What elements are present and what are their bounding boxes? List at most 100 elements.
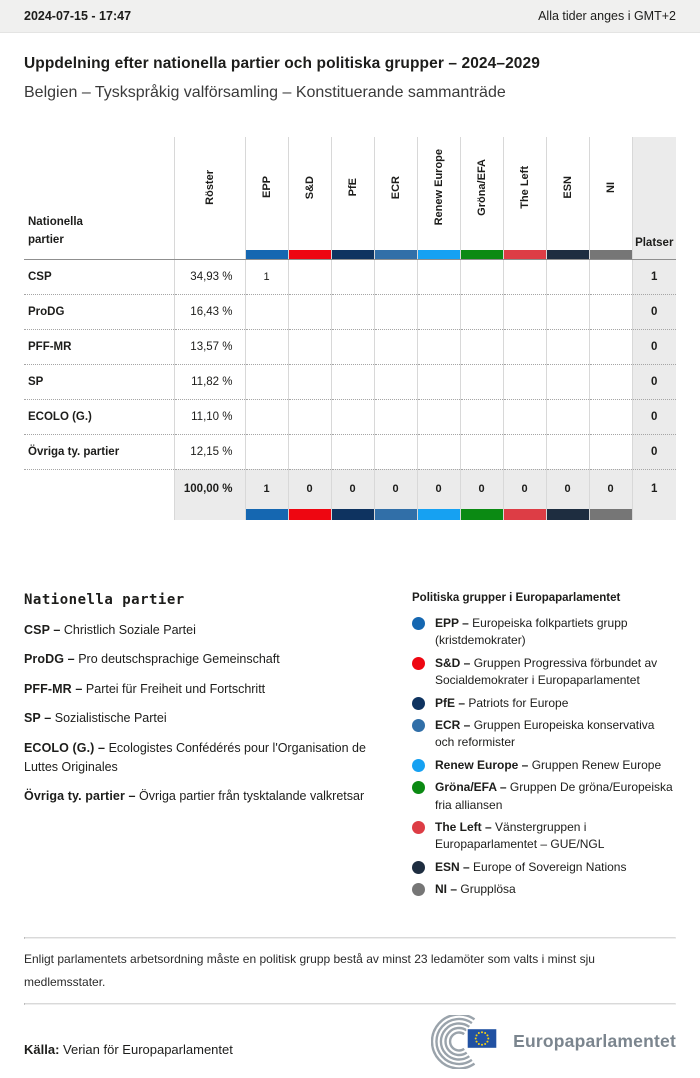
votes-cell: 13,57 % [173, 329, 245, 365]
votes-cell: 11,10 % [173, 399, 245, 435]
logo-wordmark: Europaparlamentet [513, 1031, 676, 1052]
table-row: PFF-MR 13,57 % 0 [24, 329, 676, 365]
page-title: Uppdelning efter nationella partier och … [24, 55, 540, 72]
group-color-dot [412, 781, 425, 795]
total-votes-cell: 100,00 % [173, 469, 245, 509]
votes-cell: 11,82 % [173, 364, 245, 400]
legend-item: PFF-MR – Partei für Freiheit und Fortsch… [24, 681, 266, 696]
legend-item: S&D – Gruppen Progressiva förbundet av S… [412, 655, 676, 690]
group-color-dot [412, 860, 425, 874]
total-group-cell: 0 [545, 469, 589, 509]
group-color-bar [546, 249, 589, 259]
party-name-cell: Övriga ty. partier [24, 434, 174, 470]
group-count-cell [244, 364, 288, 400]
seats-cell: 0 [631, 294, 676, 330]
group-count-cell [373, 259, 417, 295]
group-count-cell [502, 294, 546, 330]
group-color-bar [331, 509, 374, 520]
total-group-cell: 1 [244, 469, 288, 509]
group-color-bar [546, 509, 589, 520]
group-count-cell [502, 259, 546, 295]
source-line: Källa: Verian för Europaparlamentet [24, 1041, 233, 1057]
group-count-cell [545, 259, 589, 295]
group-count-cell [545, 364, 589, 400]
group-count-cell [588, 259, 632, 295]
group-count-cell [588, 364, 632, 400]
group-count-cell [330, 294, 374, 330]
seats-column-header: Platser [631, 137, 676, 260]
political-groups-heading: Politiska grupper i Europaparlamentet [412, 592, 621, 604]
group-count-cell [588, 294, 632, 330]
group-color-bar [417, 249, 460, 259]
group-color-bar [503, 509, 546, 520]
votes-cell: 34,93 % [173, 259, 245, 295]
report-datetime: 2024-07-15 - 17:47 [24, 9, 132, 23]
group-color-dot [412, 758, 425, 772]
timezone-note: Alla tider anges i GMT+2 [538, 9, 676, 23]
party-column-header: Nationella partier [24, 137, 174, 260]
group-color-bar [417, 509, 460, 520]
group-column-header-greens: Gröna/EFA [459, 137, 503, 260]
group-color-bar [374, 509, 417, 520]
group-color-bar [589, 249, 632, 259]
group-column-header-sd: S&D [287, 137, 331, 260]
party-name-cell: ECOLO (G.) [24, 399, 174, 435]
national-parties-heading: Nationella partier [24, 592, 185, 608]
group-count-cell [545, 329, 589, 365]
total-seats-cell: 1 [631, 469, 676, 509]
group-count-cell [373, 329, 417, 365]
party-name-cell: ProDG [24, 294, 174, 330]
legend-item: Gröna/EFA – Gruppen De gröna/Europeiska … [412, 779, 676, 814]
group-count-cell [502, 364, 546, 400]
group-count-cell [416, 294, 460, 330]
legend-item: EPP – Europeiska folkpartiets grupp (kri… [412, 615, 676, 650]
group-count-cell [244, 434, 288, 470]
group-count-cell: 1 [244, 259, 288, 295]
page-subtitle: Belgien – Tyskspråkig valförsamling – Ko… [24, 84, 506, 101]
table-row: ProDG 16,43 % 0 [24, 294, 676, 330]
legend-item: CSP – Christlich Soziale Partei [24, 623, 196, 637]
results-table: Nationella partier Röster EPP S&D PfE EC… [24, 137, 676, 520]
group-count-cell [502, 434, 546, 470]
group-count-cell [502, 329, 546, 365]
total-group-cell: 0 [588, 469, 632, 509]
legend-item: ECOLO (G.) – Ecologistes Confédérés pour… [24, 740, 366, 774]
legend-item: Övriga ty. partier – Övriga partier från… [24, 789, 365, 804]
group-color-dot [412, 718, 425, 732]
page-footer: Källa: Verian för Europaparlamentet [24, 1005, 676, 1069]
group-count-cell [244, 294, 288, 330]
party-name-cell: CSP [24, 259, 174, 295]
group-count-cell [373, 294, 417, 330]
top-bar: 2024-07-15 - 17:47 Alla tider anges i GM… [0, 0, 700, 33]
seats-cell: 0 [631, 399, 676, 435]
seats-cell: 0 [631, 434, 676, 470]
table-row: SP 11,82 % 0 [24, 364, 676, 400]
table-bottom-bar-row [24, 509, 676, 520]
seats-cell: 0 [631, 364, 676, 400]
total-group-cell: 0 [330, 469, 374, 509]
total-group-cell: 0 [287, 469, 331, 509]
legend-section: Nationella partier CSP – Christlich Sozi… [24, 592, 676, 903]
table-total-row: 100,00 % 1 0 0 0 0 0 0 0 0 1 [24, 469, 676, 509]
group-count-cell [545, 399, 589, 435]
group-count-cell [416, 399, 460, 435]
group-count-cell [287, 364, 331, 400]
group-color-bar [503, 249, 546, 259]
national-parties-legend: Nationella partier CSP – Christlich Sozi… [24, 592, 380, 903]
group-color-bar [245, 509, 288, 520]
group-color-dot [412, 820, 425, 834]
group-count-cell [330, 259, 374, 295]
group-count-cell [545, 294, 589, 330]
group-column-header-pfe: PfE [330, 137, 374, 260]
group-color-bar [245, 249, 288, 259]
legend-item: PfE – Patriots for Europe [412, 695, 676, 712]
group-count-cell [459, 294, 503, 330]
hemicycle-flag-icon [431, 1014, 498, 1069]
group-count-cell [459, 434, 503, 470]
divider [24, 937, 676, 940]
group-color-dot [412, 883, 425, 897]
table-row: ECOLO (G.) 11,10 % 0 [24, 399, 676, 435]
group-count-cell [588, 399, 632, 435]
group-count-cell [416, 364, 460, 400]
group-color-dot [412, 617, 425, 630]
